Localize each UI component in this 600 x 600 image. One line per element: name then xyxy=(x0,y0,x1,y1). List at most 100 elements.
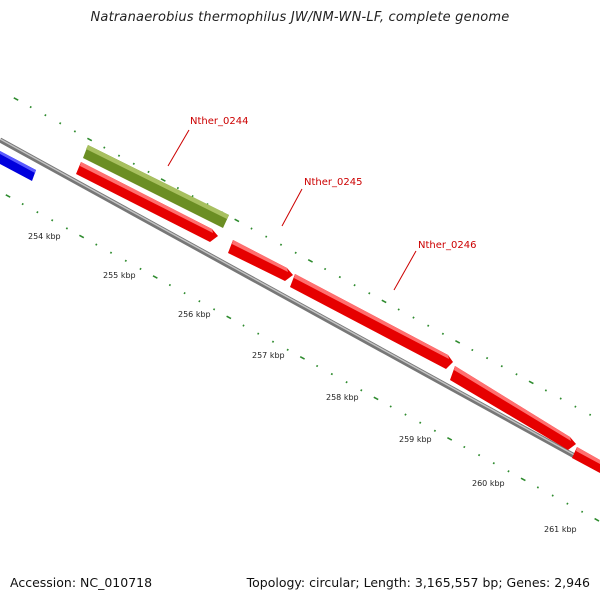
tick-label-257-kbp: 257 kbp xyxy=(252,351,285,360)
gene-label-leaders xyxy=(167,129,417,291)
ruler-minor-tick xyxy=(412,316,415,319)
ruler-minor-tick xyxy=(183,291,186,295)
ruler-minor-tick xyxy=(44,114,47,117)
ruler-minor-tick xyxy=(353,284,356,287)
gene-arrow-nther-0247[interactable] xyxy=(450,366,576,450)
ruler-minor-tick xyxy=(536,486,540,489)
ruler-minor-tick xyxy=(360,389,363,392)
ruler-minor-tick xyxy=(427,324,430,327)
gene-labels: Nther_0244 Nther_0245 Nther_0246 xyxy=(190,116,476,251)
ruler-minor-tick xyxy=(271,340,275,343)
ruler-minor-tick xyxy=(257,332,260,335)
ruler-minor-tick xyxy=(315,364,319,368)
ruler-major-tick xyxy=(160,178,166,182)
tick-label-259-kbp: 259 kbp xyxy=(399,435,432,444)
ruler-major-tick xyxy=(528,380,534,385)
ruler-major-tick xyxy=(447,436,453,441)
ruler-major-tick xyxy=(373,396,379,401)
ruler-minor-tick xyxy=(117,154,121,157)
genome-backbone xyxy=(0,137,600,473)
ruler-major-tick xyxy=(307,258,313,263)
features xyxy=(0,145,600,473)
ruler-minor-tick xyxy=(265,235,268,238)
ruler-minor-tick xyxy=(580,510,584,513)
ruler-major-tick xyxy=(381,299,387,304)
ruler-major-tick xyxy=(299,355,305,360)
gene-label-nther-0245[interactable]: Nther_0245 xyxy=(304,177,362,188)
ruler-minor-tick xyxy=(109,251,113,254)
ruler-minor-tick xyxy=(559,397,562,400)
ruler-minor-tick xyxy=(551,494,554,497)
map-title: Natranaerobius thermophilus JW/NM-WN-LF,… xyxy=(90,10,510,25)
ruler-minor-tick xyxy=(124,259,127,262)
ruler-minor-tick xyxy=(95,243,98,246)
ruler-row-lower xyxy=(5,194,600,522)
genome-summary: Topology: circular; Length: 3,165,557 bp… xyxy=(246,575,590,590)
ruler-minor-tick xyxy=(139,267,142,271)
ruler-minor-tick xyxy=(389,405,392,408)
ruler-minor-tick xyxy=(500,365,503,368)
ruler-minor-tick xyxy=(330,372,334,376)
ruler-minor-tick xyxy=(507,470,510,473)
ruler-minor-tick xyxy=(574,405,577,408)
tick-label-258-kbp: 258 kbp xyxy=(326,393,359,402)
ruler-minor-tick xyxy=(65,227,69,230)
ruler-minor-tick xyxy=(338,275,342,279)
ruler-minor-tick xyxy=(544,389,548,392)
ruler-minor-tick xyxy=(242,324,245,327)
ruler-minor-tick xyxy=(212,308,216,311)
ruler-minor-tick xyxy=(419,421,422,424)
ruler-major-tick xyxy=(455,339,461,344)
tick-label-255-kbp: 255 kbp xyxy=(103,271,136,280)
ruler-major-tick xyxy=(152,275,158,279)
ruler-major-tick xyxy=(226,315,232,320)
ruler-minor-tick xyxy=(433,429,437,432)
ruler-row-upper xyxy=(13,97,592,416)
ruler-minor-tick xyxy=(485,356,489,360)
tick-label-256-kbp: 256 kbp xyxy=(178,310,211,319)
ruler-minor-tick xyxy=(471,348,474,352)
ruler-major-tick xyxy=(520,477,526,482)
gene-label-nther-0244[interactable]: Nther_0244 xyxy=(190,116,248,127)
feature-bar-nther-0244[interactable] xyxy=(83,145,229,228)
accession-label: Accession: NC_010718 xyxy=(10,575,153,590)
ruler-major-tick xyxy=(234,218,240,223)
ruler-minor-tick xyxy=(463,445,466,449)
tick-label-254-kbp: 254 kbp xyxy=(28,232,61,241)
ruler-minor-tick xyxy=(368,292,371,295)
ruler-minor-tick xyxy=(132,162,135,165)
ruler-major-tick xyxy=(13,97,19,101)
tick-label-260-kbp: 260 kbp xyxy=(472,479,505,488)
gene-arrow-partial[interactable] xyxy=(572,447,600,473)
ruler-minor-tick xyxy=(566,502,569,505)
ruler-minor-tick xyxy=(198,300,201,303)
ruler-minor-tick xyxy=(477,453,481,457)
ruler-minor-tick xyxy=(73,130,77,133)
ruler-minor-tick xyxy=(279,243,283,246)
ruler-minor-tick xyxy=(36,211,39,214)
ruler-minor-tick xyxy=(191,194,194,198)
ruler-minor-tick xyxy=(59,122,62,125)
ruler-minor-tick xyxy=(51,219,54,222)
gene-arrow-nther-0245[interactable] xyxy=(228,240,293,281)
ruler-minor-tick xyxy=(397,308,400,311)
ruler-minor-tick xyxy=(103,146,106,149)
ruler-major-tick xyxy=(5,194,11,198)
ruler-minor-tick xyxy=(404,413,407,416)
ruler-minor-tick xyxy=(323,267,327,271)
ruler-major-tick xyxy=(79,234,85,239)
ruler-minor-tick xyxy=(250,227,253,230)
reverse-gene-feature[interactable] xyxy=(0,151,36,181)
gene-arrow-nther-0244[interactable] xyxy=(76,162,218,242)
gene-label-nther-0246[interactable]: Nther_0246 xyxy=(418,240,476,251)
gene-arrow-nther-0246[interactable] xyxy=(290,274,453,369)
ruler-minor-tick xyxy=(492,462,495,465)
ruler-minor-tick xyxy=(29,105,32,109)
tick-label-261-kbp: 261 kbp xyxy=(544,525,577,534)
ruler-minor-tick xyxy=(176,186,180,190)
ruler-minor-tick xyxy=(21,202,24,206)
ruler-minor-tick xyxy=(168,283,172,287)
ruler-minor-tick xyxy=(206,203,209,206)
ruler-tick-labels: 254 kbp 255 kbp 256 kbp 257 kbp 258 kbp … xyxy=(28,232,577,534)
